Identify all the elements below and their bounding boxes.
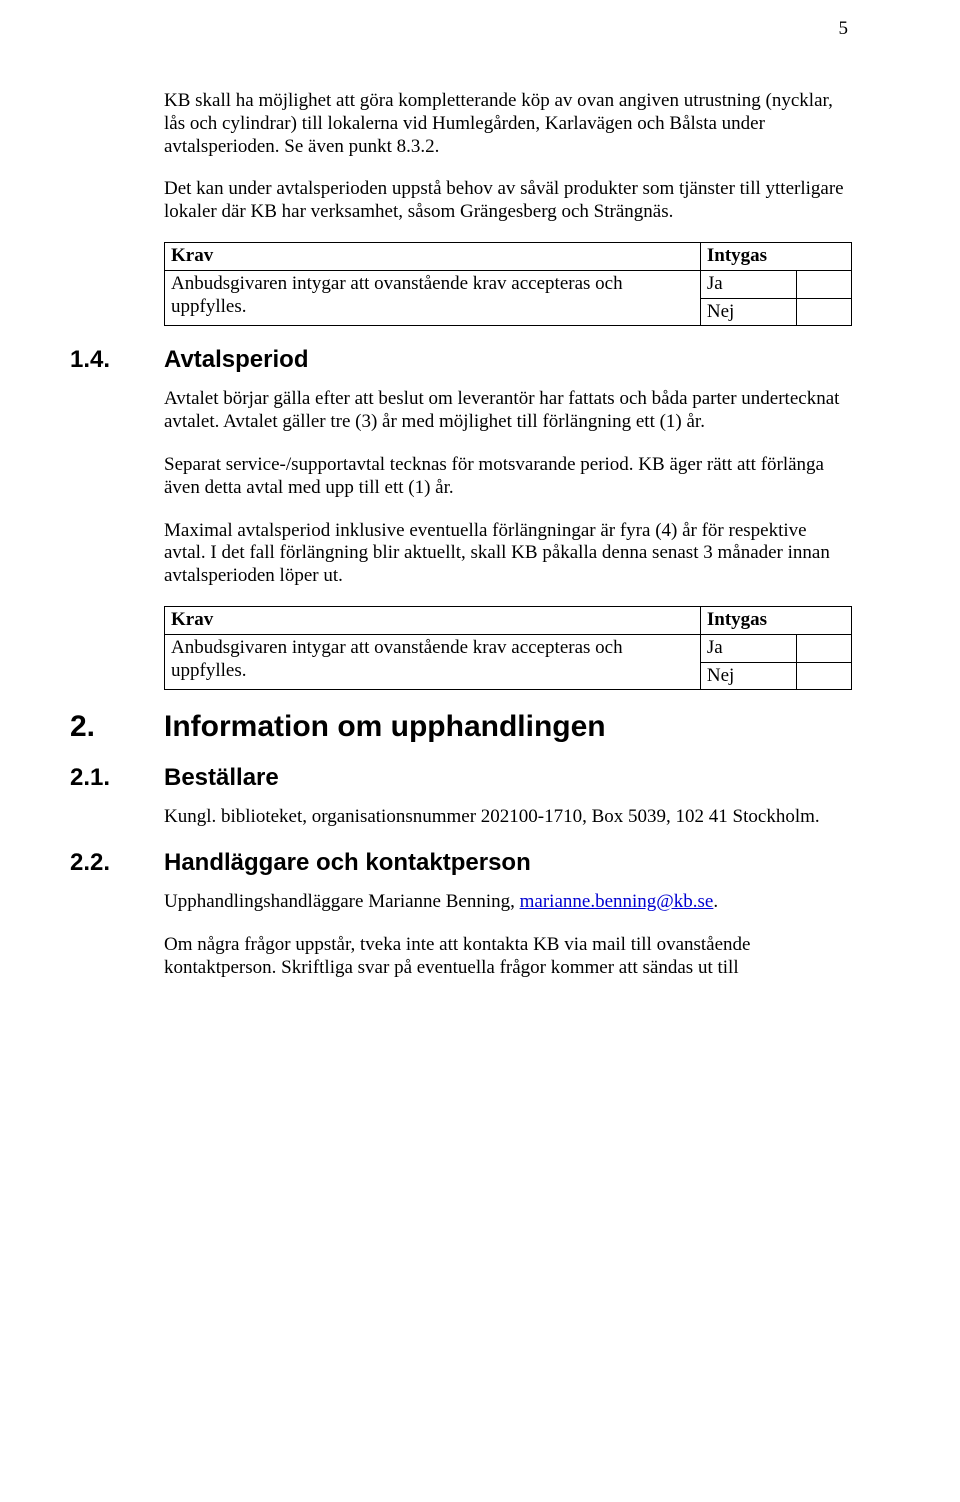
section-title: Handläggare och kontaktperson (164, 849, 531, 877)
content-column: KB skall ha möjlighet att göra komplette… (164, 90, 852, 980)
section-title: Beställare (164, 764, 279, 792)
ja-checkbox[interactable] (797, 634, 852, 662)
ja-label: Ja (700, 634, 796, 662)
paragraph: KB skall ha möjlighet att göra komplette… (164, 90, 852, 158)
email-link[interactable]: marianne.benning@kb.se (520, 891, 714, 912)
paragraph: Maximal avtalsperiod inklusive eventuell… (164, 520, 852, 588)
paragraph-with-link: Upphandlingshandläggare Marianne Benning… (164, 891, 852, 914)
krav-text: Anbudsgivaren intygar att ovanstående kr… (165, 270, 701, 326)
paragraph: Kungl. biblioteket, organisationsnummer … (164, 806, 852, 829)
krav-table: Krav Intygas Anbudsgivaren intygar att o… (164, 242, 852, 326)
krav-header: Krav (165, 606, 701, 634)
section-heading-2-2: 2.2. Handläggare och kontaktperson (70, 849, 852, 877)
section-heading-2-1: 2.1. Beställare (70, 764, 852, 792)
nej-checkbox[interactable] (797, 298, 852, 326)
section-title: Avtalsperiod (164, 346, 308, 374)
intygas-header: Intygas (700, 606, 851, 634)
paragraph: Det kan under avtalsperioden uppstå beho… (164, 178, 852, 224)
paragraph: Separat service-/supportavtal tecknas fö… (164, 454, 852, 500)
paragraph: Avtalet börjar gälla efter att beslut om… (164, 388, 852, 434)
page-number: 5 (839, 18, 849, 40)
section-heading-1-4: 1.4. Avtalsperiod (70, 346, 852, 374)
section-heading-2: 2. Information om upphandlingen (70, 710, 852, 744)
krav-table: Krav Intygas Anbudsgivaren intygar att o… (164, 606, 852, 690)
section-number: 2.2. (70, 849, 164, 877)
document-page: 5 KB skall ha möjlighet att göra komplet… (0, 0, 960, 1502)
section-number: 2. (70, 710, 164, 744)
text-before-link: Upphandlingshandläggare Marianne Benning… (164, 891, 520, 912)
section-title: Information om upphandlingen (164, 710, 606, 744)
krav-header: Krav (165, 242, 701, 270)
ja-checkbox[interactable] (797, 270, 852, 298)
ja-label: Ja (700, 270, 796, 298)
section-number: 2.1. (70, 764, 164, 792)
section-number: 1.4. (70, 346, 164, 374)
intygas-header: Intygas (700, 242, 851, 270)
text-after-link: . (713, 891, 718, 912)
krav-text: Anbudsgivaren intygar att ovanstående kr… (165, 634, 701, 690)
nej-label: Nej (700, 662, 796, 690)
paragraph: Om några frågor uppstår, tveka inte att … (164, 934, 852, 980)
nej-label: Nej (700, 298, 796, 326)
nej-checkbox[interactable] (797, 662, 852, 690)
